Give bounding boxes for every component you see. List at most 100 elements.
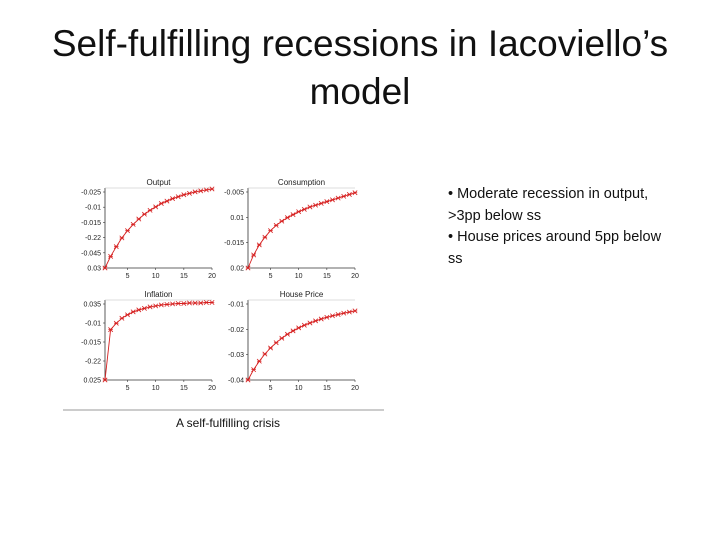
x-tick-label-inflation-3: 20: [208, 385, 216, 392]
data-point-inflation-9: [147, 304, 153, 310]
y-tick-label-consumption-3: 0.02: [230, 266, 244, 273]
data-point-output-10: [153, 204, 159, 210]
data-point-house-price-19: [346, 309, 352, 315]
series-line-consumption: [247, 192, 356, 269]
data-point-consumption-1: [245, 265, 251, 271]
data-point-consumption-8: [284, 215, 290, 221]
data-point-output-9: [147, 207, 153, 213]
data-point-inflation-15: [181, 300, 187, 306]
data-point-inflation-17: [192, 300, 198, 306]
data-point-inflation-2: [108, 327, 114, 333]
data-point-house-price-8: [284, 331, 290, 337]
x-tick-label-consumption-1: 10: [295, 273, 303, 280]
data-point-consumption-3: [256, 242, 262, 248]
data-point-house-price-13: [313, 318, 319, 324]
x-tick-label-inflation-1: 10: [152, 385, 160, 392]
data-point-house-price-6: [273, 340, 279, 346]
x-tick-label-consumption-3: 20: [351, 273, 359, 280]
data-point-inflation-4: [119, 315, 125, 321]
x-tick-label-inflation-0: 5: [126, 385, 130, 392]
data-point-consumption-5: [268, 228, 274, 234]
data-point-output-4: [119, 235, 125, 241]
data-point-consumption-17: [335, 195, 341, 201]
y-tick-label-consumption-1: 0.01: [230, 215, 244, 222]
y-tick-label-output-3: -0.22: [85, 235, 101, 242]
data-point-consumption-10: [296, 209, 302, 215]
x-tick-label-output-2: 15: [180, 273, 188, 280]
x-tick-label-consumption-0: 5: [269, 273, 273, 280]
data-point-consumption-4: [262, 234, 268, 240]
data-point-inflation-18: [198, 300, 204, 306]
data-point-output-8: [141, 211, 147, 217]
data-point-output-7: [136, 216, 142, 222]
slide-title: Self-fulfilling recessions in Iacoviello…: [51, 23, 669, 112]
data-point-house-price-9: [290, 328, 296, 334]
data-point-house-price-5: [268, 345, 274, 351]
data-point-house-price-1: [245, 377, 251, 383]
data-point-output-3: [113, 244, 119, 250]
data-point-house-price-18: [341, 310, 347, 316]
data-point-inflation-20: [209, 299, 215, 305]
y-tick-label-house-price-2: -0.03: [228, 352, 244, 359]
data-point-consumption-7: [279, 218, 285, 224]
data-point-consumption-20: [352, 190, 358, 196]
y-tick-label-inflation-3: -0.22: [85, 359, 101, 366]
y-tick-label-output-1: -0.01: [85, 205, 101, 212]
series-line-house-price: [247, 310, 356, 381]
x-tick-label-house-price-0: 5: [269, 385, 273, 392]
data-point-house-price-20: [352, 308, 358, 314]
x-tick-label-house-price-2: 15: [323, 385, 331, 392]
data-point-consumption-11: [301, 206, 307, 212]
bullet-list: • Moderate recession in output, >3pp bel…: [448, 184, 668, 270]
data-point-house-price-14: [318, 316, 324, 322]
data-point-consumption-12: [307, 204, 313, 210]
data-point-output-16: [186, 190, 192, 196]
bullet-item-output: • Moderate recession in output, >3pp bel…: [448, 186, 649, 224]
data-point-inflation-10: [153, 303, 159, 309]
panel-inflation: Inflation 0.035 -0.01 -0.015 -0.22 0.025 5 10 15…: [81, 290, 216, 392]
bullet-item-house-prices: • House prices around 5pp below ss: [448, 229, 662, 267]
panel-title-consumption: Consumption: [278, 178, 325, 187]
y-tick-label-inflation-2: -0.015: [81, 340, 101, 347]
panel-title-inflation: Inflation: [144, 290, 172, 299]
data-point-house-price-11: [301, 322, 307, 328]
data-point-house-price-17: [335, 312, 341, 317]
data-point-output-1: [102, 265, 108, 271]
data-point-consumption-2: [251, 252, 257, 258]
y-tick-label-output-5: 0.03: [87, 266, 101, 273]
data-point-output-13: [170, 196, 176, 202]
y-tick-label-consumption-0: -0.005: [224, 190, 244, 197]
series-line-inflation: [104, 302, 212, 381]
x-tick-label-output-1: 10: [152, 273, 160, 280]
data-point-consumption-15: [324, 199, 330, 205]
data-point-inflation-14: [175, 300, 181, 306]
data-point-output-2: [108, 253, 114, 259]
series-line-output: [104, 188, 213, 269]
data-point-consumption-18: [341, 193, 347, 199]
data-point-consumption-6: [273, 222, 279, 228]
y-tick-label-inflation-4: 0.025: [83, 378, 101, 385]
y-tick-label-inflation-0: 0.035: [83, 302, 101, 309]
data-point-house-price-16: [329, 313, 335, 319]
y-tick-label-house-price-1: -0.02: [228, 327, 244, 334]
x-tick-label-consumption-2: 15: [323, 273, 331, 280]
data-point-inflation-12: [164, 301, 170, 307]
data-point-output-5: [125, 228, 131, 234]
data-point-house-price-3: [256, 358, 262, 364]
data-point-inflation-7: [136, 307, 142, 313]
y-tick-label-output-4: -0.045: [81, 250, 101, 257]
panel-title-house-price: House Price: [280, 290, 324, 299]
x-tick-label-house-price-3: 20: [351, 385, 359, 392]
data-point-inflation-16: [186, 300, 192, 306]
y-tick-label-output-2: -0.015: [81, 220, 101, 227]
data-point-output-14: [175, 194, 181, 200]
x-tick-label-inflation-2: 15: [180, 385, 188, 392]
x-tick-label-output-0: 5: [126, 273, 130, 280]
data-point-output-18: [198, 188, 204, 194]
data-point-output-15: [181, 192, 187, 198]
data-point-output-17: [192, 189, 198, 195]
data-point-inflation-1: [102, 377, 108, 383]
x-tick-label-house-price-1: 10: [295, 385, 303, 392]
data-point-consumption-13: [313, 202, 319, 208]
